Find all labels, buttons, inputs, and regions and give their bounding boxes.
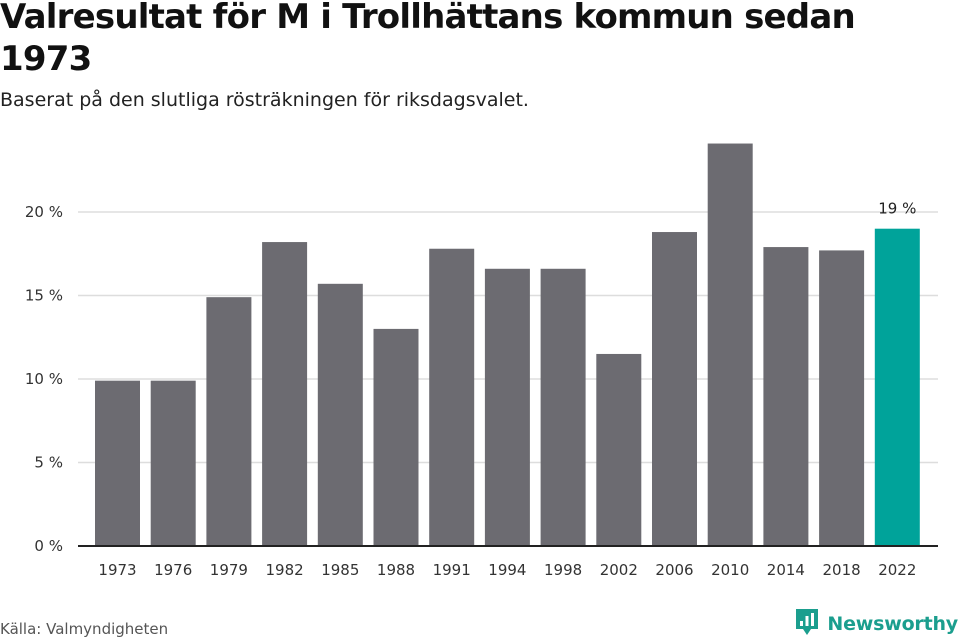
- bar-2022[interactable]: [874, 228, 920, 546]
- y-tick-label: 15 %: [25, 287, 63, 305]
- x-tick-label: 1973: [98, 561, 136, 579]
- bar-1973[interactable]: [95, 380, 140, 546]
- bar-chart: 0 % 5 % 10 % 15 % 20 % 1973 1976 1979 1982 1985 19…: [25, 143, 938, 579]
- x-tick-label: 1976: [154, 561, 192, 579]
- x-tick-label: 1998: [544, 561, 582, 579]
- x-tick-label: 2022: [878, 561, 916, 579]
- x-tick-label: 2018: [823, 561, 861, 579]
- bar-1988[interactable]: [373, 328, 419, 546]
- y-tick-label: 20 %: [25, 203, 63, 221]
- bar-1979[interactable]: [206, 297, 252, 546]
- y-tick-label: 10 %: [25, 370, 63, 388]
- bar-1982[interactable]: [262, 242, 308, 546]
- x-tick-label: 1985: [321, 561, 359, 579]
- x-tick-label: 2010: [711, 561, 749, 579]
- bar-1976[interactable]: [150, 380, 196, 546]
- x-tick-label: 1979: [210, 561, 248, 579]
- x-tick-label: 1982: [266, 561, 304, 579]
- x-tick-label: 2014: [767, 561, 805, 579]
- x-tick-label: 2002: [600, 561, 638, 579]
- bar-1998[interactable]: [540, 268, 586, 546]
- bar-1991[interactable]: [429, 248, 475, 547]
- newsworthy-logo-icon: [794, 607, 820, 641]
- chart-title: Valresultat för M i Trollhättans kommun …: [0, 0, 856, 79]
- bar-2002[interactable]: [596, 353, 642, 546]
- brand-name: Newsworthy: [827, 613, 958, 635]
- x-tick-label: 2006: [655, 561, 693, 579]
- bar-2010[interactable]: [707, 143, 753, 546]
- bar-1994[interactable]: [484, 268, 530, 546]
- x-tick-label: 1988: [377, 561, 415, 579]
- source-note: Källa: Valmyndigheten: [0, 620, 169, 638]
- y-tick-label: 0 %: [34, 537, 63, 555]
- bar-2018[interactable]: [819, 250, 865, 546]
- y-tick-label: 5 %: [34, 454, 63, 472]
- bar-2014[interactable]: [763, 247, 809, 546]
- chart-subtitle: Baserat på den slutliga rösträkningen fö…: [0, 89, 529, 111]
- bar-2006[interactable]: [652, 232, 697, 547]
- x-tick-label: 1991: [433, 561, 471, 579]
- bar-1985[interactable]: [317, 283, 363, 546]
- x-tick-label: 1994: [488, 561, 526, 579]
- brand-logo[interactable]: Newsworthy: [794, 609, 958, 639]
- data-label: 19 %: [878, 200, 916, 218]
